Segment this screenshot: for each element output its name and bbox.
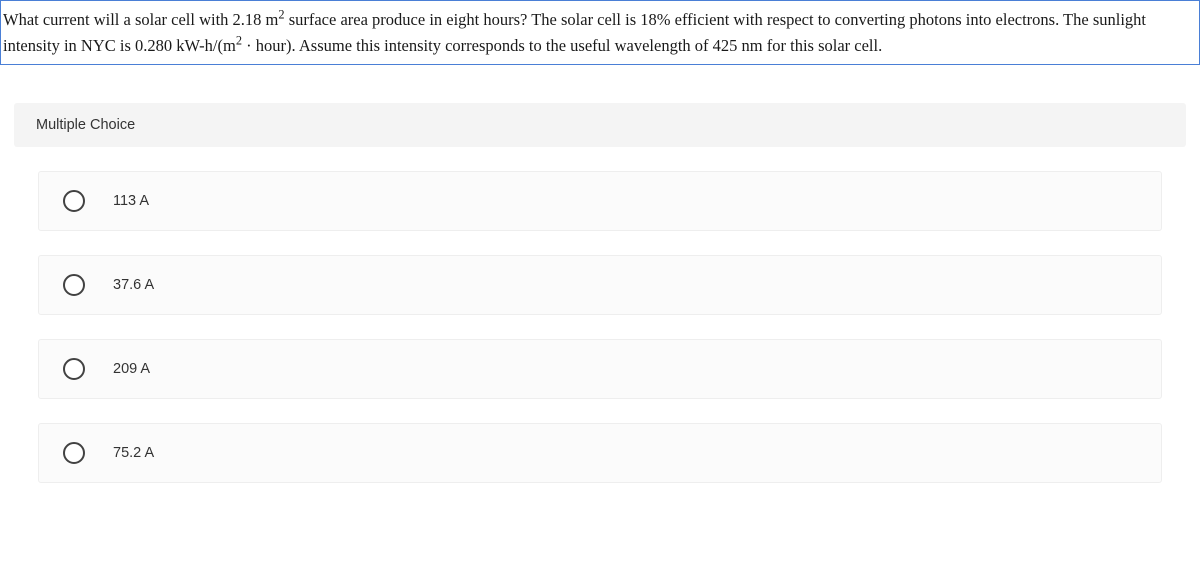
choice-option[interactable]: 113 A (38, 171, 1162, 231)
choice-option[interactable]: 75.2 A (38, 423, 1162, 483)
radio-icon[interactable] (63, 274, 85, 296)
choice-label: 37.6 A (113, 277, 154, 293)
radio-icon[interactable] (63, 358, 85, 380)
multiple-choice-header: Multiple Choice (14, 103, 1186, 147)
radio-icon[interactable] (63, 442, 85, 464)
choice-label: 113 A (113, 193, 149, 209)
radio-icon[interactable] (63, 190, 85, 212)
question-box: What current will a solar cell with 2.18… (0, 0, 1200, 65)
question-text-part1: What current will a solar cell with 2.18… (3, 10, 278, 29)
choice-label: 75.2 A (113, 445, 154, 461)
question-text-part3: · hour). Assume this intensity correspon… (242, 36, 882, 55)
choice-option[interactable]: 209 A (38, 339, 1162, 399)
choice-label: 209 A (113, 361, 150, 377)
answer-area: Multiple Choice 113 A 37.6 A 209 A 75.2 … (0, 65, 1200, 483)
choice-option[interactable]: 37.6 A (38, 255, 1162, 315)
